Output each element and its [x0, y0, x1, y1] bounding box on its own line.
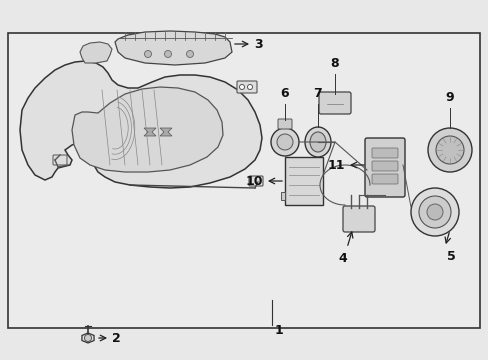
Circle shape: [164, 50, 171, 58]
Circle shape: [84, 334, 91, 342]
FancyBboxPatch shape: [318, 92, 350, 114]
FancyBboxPatch shape: [342, 206, 374, 232]
Circle shape: [435, 136, 463, 164]
Polygon shape: [160, 128, 172, 136]
Text: 3: 3: [253, 37, 262, 50]
FancyBboxPatch shape: [285, 157, 323, 205]
Circle shape: [276, 134, 292, 150]
Text: 9: 9: [445, 91, 453, 104]
Ellipse shape: [305, 127, 330, 157]
Polygon shape: [143, 128, 156, 136]
Circle shape: [186, 50, 193, 58]
FancyBboxPatch shape: [53, 155, 67, 165]
Text: 10: 10: [245, 175, 263, 188]
Polygon shape: [20, 61, 262, 188]
FancyBboxPatch shape: [248, 176, 263, 186]
Polygon shape: [80, 42, 112, 63]
Text: 11: 11: [327, 158, 345, 171]
Text: 7: 7: [313, 87, 322, 100]
Circle shape: [418, 196, 450, 228]
FancyBboxPatch shape: [281, 192, 285, 200]
Ellipse shape: [309, 132, 325, 152]
Text: 5: 5: [446, 250, 455, 263]
FancyBboxPatch shape: [278, 119, 291, 129]
Polygon shape: [72, 87, 223, 172]
FancyBboxPatch shape: [371, 148, 397, 158]
Text: 1: 1: [274, 324, 283, 337]
FancyBboxPatch shape: [8, 33, 479, 328]
Circle shape: [270, 128, 298, 156]
Text: 8: 8: [330, 57, 339, 70]
Circle shape: [247, 85, 252, 90]
Text: 6: 6: [280, 87, 289, 100]
Polygon shape: [82, 333, 94, 343]
Polygon shape: [115, 31, 231, 65]
FancyBboxPatch shape: [237, 81, 257, 93]
FancyBboxPatch shape: [371, 161, 397, 171]
FancyBboxPatch shape: [371, 174, 397, 184]
FancyBboxPatch shape: [364, 138, 404, 197]
Circle shape: [144, 50, 151, 58]
Text: 2: 2: [112, 332, 121, 345]
Circle shape: [426, 204, 442, 220]
Circle shape: [239, 85, 244, 90]
Text: 4: 4: [338, 252, 346, 265]
Circle shape: [410, 188, 458, 236]
Circle shape: [427, 128, 471, 172]
